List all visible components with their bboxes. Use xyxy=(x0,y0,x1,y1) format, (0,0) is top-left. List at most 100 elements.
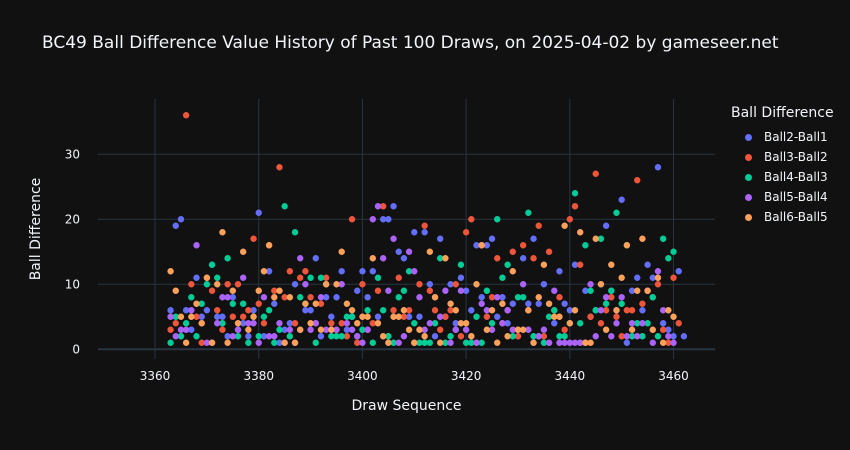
data-point xyxy=(286,326,294,333)
legend-item[interactable]: Ball4-Ball3 xyxy=(731,167,834,187)
data-point xyxy=(597,281,605,288)
legend-item[interactable]: Ball5-Ball4 xyxy=(731,187,834,207)
data-point xyxy=(587,281,594,288)
data-point xyxy=(400,313,408,320)
plot-area xyxy=(98,99,715,359)
data-point xyxy=(571,190,579,197)
data-point xyxy=(478,294,485,301)
data-point xyxy=(271,333,278,340)
data-point xyxy=(608,333,615,340)
data-point xyxy=(172,222,179,229)
data-point xyxy=(239,313,247,320)
data-point xyxy=(395,274,402,281)
data-point xyxy=(224,255,231,262)
data-point xyxy=(385,287,392,294)
data-point xyxy=(177,216,185,223)
data-point xyxy=(499,320,506,327)
data-point xyxy=(639,307,646,314)
data-point xyxy=(431,320,439,327)
data-point xyxy=(369,320,376,327)
y-tick-label: 10 xyxy=(65,277,80,291)
data-point xyxy=(302,268,309,275)
legend-item[interactable]: Ball6-Ball5 xyxy=(731,207,834,227)
data-point xyxy=(203,281,211,288)
data-point xyxy=(494,294,501,301)
legend-marker-icon xyxy=(745,133,752,141)
data-point xyxy=(618,274,625,281)
data-point xyxy=(260,313,268,320)
data-point xyxy=(317,300,325,307)
data-point xyxy=(405,307,413,314)
data-point xyxy=(634,274,641,281)
data-point xyxy=(462,320,470,327)
data-point xyxy=(602,294,610,301)
data-point xyxy=(519,294,527,301)
data-point xyxy=(670,339,677,346)
data-point xyxy=(405,326,413,333)
data-point xyxy=(198,313,205,320)
data-point xyxy=(488,235,496,242)
data-point xyxy=(265,307,273,314)
legend-item[interactable]: Ball3-Ball2 xyxy=(731,147,834,167)
data-point xyxy=(198,339,205,346)
data-point xyxy=(271,294,278,301)
data-point xyxy=(400,333,408,340)
data-point xyxy=(229,287,237,294)
data-point xyxy=(628,333,636,340)
data-point xyxy=(576,320,584,327)
data-point xyxy=(167,268,174,275)
data-point xyxy=(618,300,625,307)
data-point xyxy=(556,294,563,301)
data-point xyxy=(348,216,356,223)
data-point xyxy=(525,326,532,333)
data-point xyxy=(317,274,325,281)
data-point xyxy=(307,294,314,301)
data-point xyxy=(659,307,667,314)
data-point xyxy=(333,333,340,340)
data-point xyxy=(623,307,631,314)
data-point xyxy=(561,222,568,229)
legend-item[interactable]: Ball2-Ball1 xyxy=(731,127,834,147)
data-point xyxy=(437,326,444,333)
chart-title: BC49 Ball Difference Value History of Pa… xyxy=(42,33,779,53)
data-point xyxy=(639,333,646,340)
data-point xyxy=(198,300,205,307)
y-tick-label: 0 xyxy=(72,342,80,356)
data-point xyxy=(602,222,610,229)
data-point xyxy=(421,222,428,229)
data-point xyxy=(281,339,288,346)
data-point xyxy=(338,333,345,340)
data-point xyxy=(582,339,589,346)
y-tick-label: 30 xyxy=(65,147,80,161)
data-point xyxy=(395,248,402,255)
data-point xyxy=(530,333,537,340)
data-point xyxy=(519,281,527,288)
data-point xyxy=(634,320,641,327)
data-point xyxy=(281,294,288,301)
data-point xyxy=(182,320,190,327)
data-point xyxy=(379,216,387,223)
data-point xyxy=(665,333,672,340)
data-point xyxy=(613,313,620,320)
data-point xyxy=(488,326,496,333)
data-point xyxy=(359,326,366,333)
data-point xyxy=(540,333,548,340)
data-point xyxy=(385,333,392,340)
data-point xyxy=(364,294,371,301)
data-point xyxy=(322,274,330,281)
data-point xyxy=(442,313,449,320)
data-point xyxy=(649,274,656,281)
data-point xyxy=(354,339,361,346)
data-point xyxy=(400,307,408,314)
data-point xyxy=(379,255,387,262)
data-point xyxy=(499,300,506,307)
data-point xyxy=(224,281,231,288)
data-point xyxy=(302,281,309,288)
data-point xyxy=(431,307,439,314)
data-point xyxy=(276,320,283,327)
data-point xyxy=(224,294,231,301)
data-point xyxy=(359,281,366,288)
data-point xyxy=(374,320,382,327)
data-point xyxy=(675,320,682,327)
